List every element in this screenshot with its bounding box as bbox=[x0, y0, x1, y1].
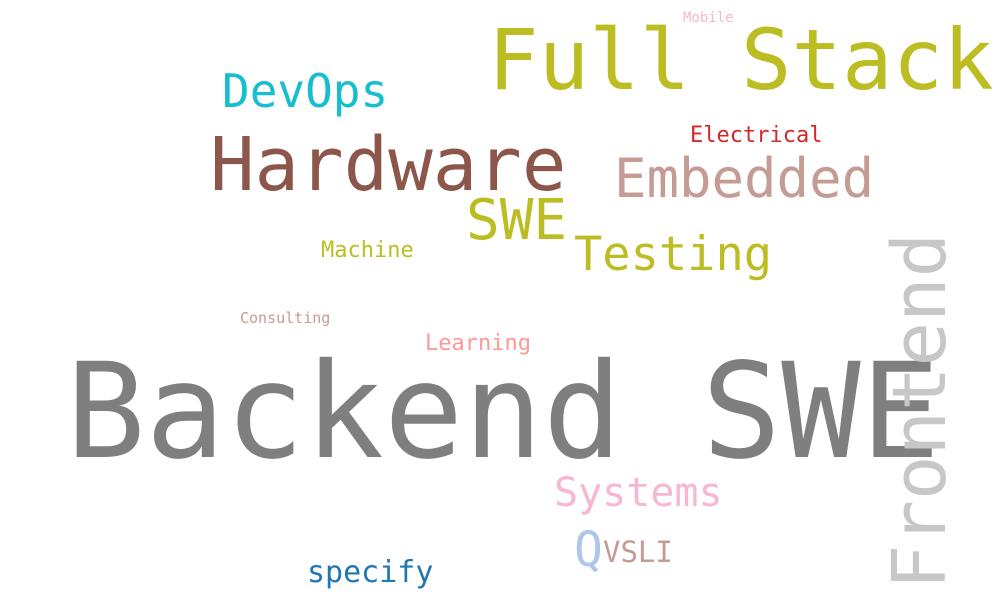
word-vsli: VSLI bbox=[603, 535, 673, 569]
word-frontend: Frontend bbox=[877, 232, 964, 590]
word-machine: Machine bbox=[321, 238, 414, 263]
word-devops: DevOps bbox=[222, 64, 389, 118]
word-q: Q bbox=[574, 522, 603, 578]
word-consulting: Consulting bbox=[240, 309, 331, 327]
word-full-stack: Full Stack bbox=[488, 11, 994, 109]
word-mobile: Mobile bbox=[683, 10, 734, 26]
word-embedded: Embedded bbox=[614, 147, 875, 210]
word-systems: Systems bbox=[554, 470, 723, 516]
word-learning: Learning bbox=[425, 331, 531, 356]
word-swe: SWE bbox=[466, 188, 568, 253]
word-backend-swe: Backend SWE bbox=[66, 335, 941, 489]
word-hardware: Hardware bbox=[210, 122, 567, 208]
word-specify: specify bbox=[307, 555, 434, 590]
word-electrical: Electrical bbox=[690, 123, 823, 148]
word-testing: Testing bbox=[574, 227, 773, 282]
